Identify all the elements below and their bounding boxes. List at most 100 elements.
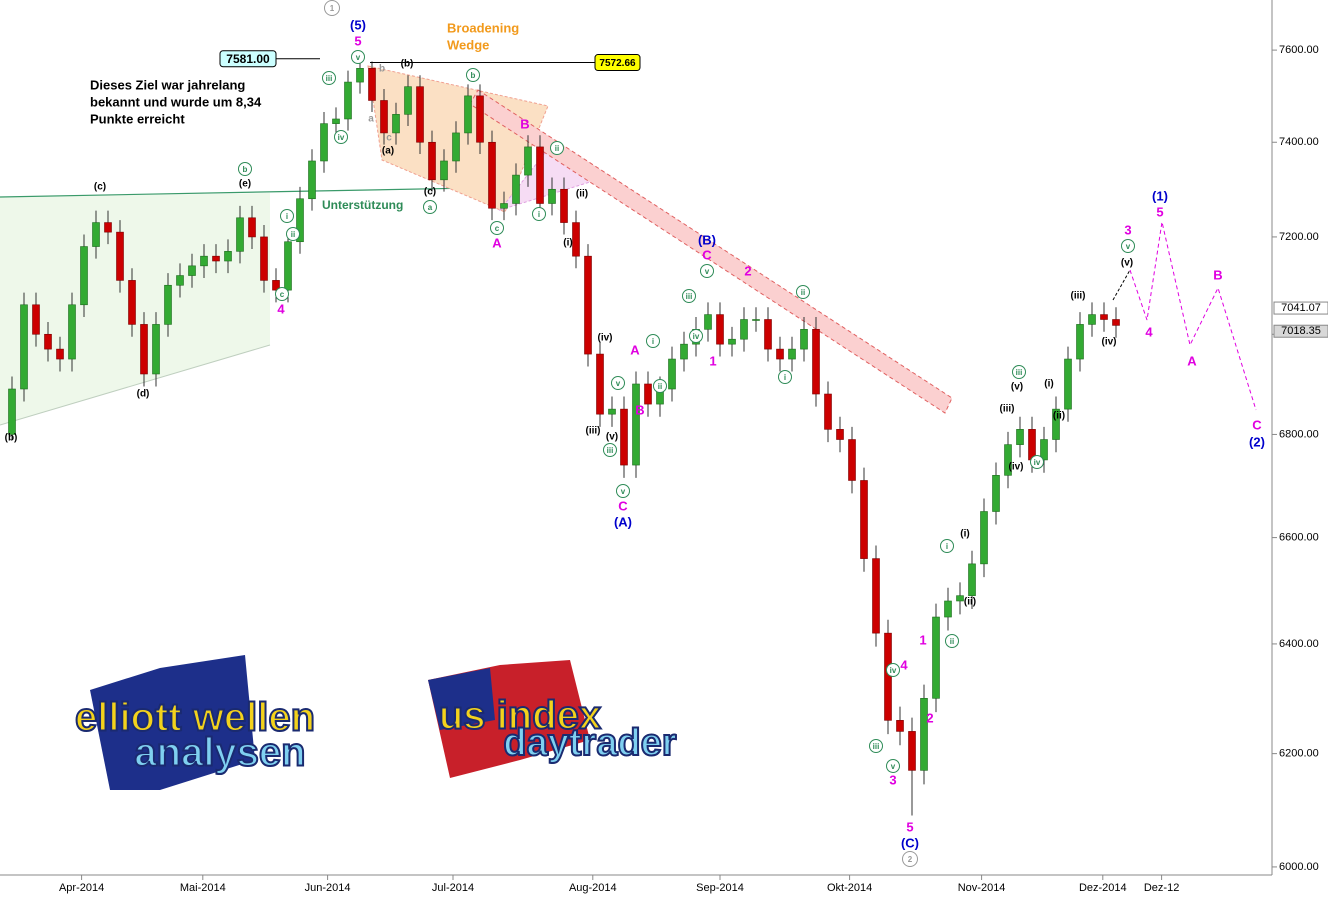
candle-body: [884, 632, 892, 721]
y-tick-label: 6400.00: [1279, 638, 1319, 650]
wave-label: A: [492, 235, 502, 250]
candle-body: [716, 314, 724, 345]
triangle-line: [0, 344, 271, 426]
wave-label: a: [368, 114, 374, 125]
wave-label: (iii): [1071, 291, 1086, 302]
wave-label: i: [286, 212, 288, 221]
candle-body: [680, 343, 688, 360]
wave-label: iii: [326, 74, 333, 83]
candle-body: [56, 348, 64, 360]
candle-body: [1112, 319, 1120, 326]
wave-circle: [324, 0, 340, 16]
wave-label: iv: [1034, 458, 1041, 467]
candle-body: [404, 86, 412, 115]
wave-label: (iii): [1000, 404, 1015, 415]
candle-body: [644, 383, 652, 405]
logo-text: us index: [439, 694, 601, 738]
wave-label: (2): [1249, 434, 1265, 449]
x-tick-label: Dez-2014: [1079, 882, 1127, 894]
wave-circle: [423, 200, 437, 214]
candle-body: [308, 160, 316, 200]
wave-circle: [902, 851, 918, 867]
wave-label: b: [243, 165, 248, 174]
wave-circle: [689, 329, 703, 343]
wave-label: (C): [901, 835, 919, 850]
wave-label: ii: [658, 382, 662, 391]
wave-label: 4: [900, 657, 908, 672]
wave-label: B: [635, 402, 644, 417]
wave-circle: [334, 130, 348, 144]
candle-body: [896, 720, 904, 732]
candle-body: [1088, 314, 1096, 325]
wave-label: 5: [354, 33, 361, 48]
price-level-label: 7572.66: [599, 58, 636, 69]
wave-circle: [1121, 239, 1135, 253]
candle-body: [812, 329, 820, 395]
y-tick-label: 6000.00: [1279, 861, 1319, 873]
wave-label: (ii): [576, 189, 588, 200]
candle-body: [968, 563, 976, 596]
wave-label: ii: [950, 637, 954, 646]
wedge-label: Wedge: [447, 37, 489, 52]
candle-body: [740, 319, 748, 340]
wave-label: 5: [906, 819, 913, 834]
candle-body: [428, 141, 436, 181]
wave-label: (iv): [1009, 462, 1024, 473]
price-level-label: 7581.00: [226, 52, 270, 66]
wave-label: 1: [709, 353, 716, 368]
note: bekannt und wurde um 8,34: [90, 94, 262, 109]
candle-body: [200, 255, 208, 267]
candle-body: [176, 275, 184, 286]
wave-label: 3: [1124, 222, 1131, 237]
candle-body: [464, 95, 472, 134]
candle-body: [104, 222, 112, 233]
wave-label: i: [652, 337, 654, 346]
wave-circle: [275, 287, 289, 301]
candle-body: [272, 280, 280, 291]
wave-label: ii: [555, 144, 559, 153]
wave-circle: [322, 71, 336, 85]
candle-body: [824, 393, 832, 430]
wave-circle: [682, 289, 696, 303]
wave-label: (ii): [964, 597, 976, 608]
wave-label: (A): [614, 514, 632, 529]
candle-body: [1100, 314, 1108, 320]
wave-label: iv: [890, 666, 897, 675]
wave-label: v: [621, 487, 626, 496]
candle-body: [236, 217, 244, 252]
logo-text: elliott wellen: [75, 696, 315, 740]
wave-label: (v): [606, 432, 618, 443]
candle-body: [140, 324, 148, 375]
candle-body: [512, 174, 520, 204]
last-price-box: [1273, 324, 1328, 338]
wave-circle: [653, 379, 667, 393]
wave-label: (i): [563, 238, 572, 249]
last-price-label: 7018.35: [1281, 325, 1321, 337]
wave-circle: [490, 221, 504, 235]
candle-body: [116, 231, 124, 281]
y-tick-label: 6200.00: [1279, 748, 1319, 760]
candle-body: [344, 81, 352, 120]
candle-body: [764, 319, 772, 350]
wave-label: (d): [137, 389, 150, 400]
last-price-label: 7041.07: [1281, 302, 1321, 314]
x-tick-label: Dez-12: [1144, 882, 1179, 894]
wave-label: v: [705, 267, 710, 276]
wave-circle: [616, 484, 630, 498]
candle-body: [836, 429, 844, 440]
wave-circle: [532, 207, 546, 221]
x-tick-label: Sep-2014: [696, 882, 744, 894]
x-tick-label: Mai-2014: [180, 882, 226, 894]
wave-label: (ii): [1053, 411, 1065, 422]
wave-label: v: [1126, 242, 1131, 251]
candle-body: [932, 616, 940, 699]
wave-label: b: [471, 71, 476, 80]
wave-label: v: [891, 762, 896, 771]
wave-label: B: [520, 116, 529, 131]
wave-label: (b): [401, 59, 414, 70]
wave-label: B: [1213, 267, 1222, 282]
wave-circle: [611, 376, 625, 390]
x-tick-label: Okt-2014: [827, 882, 872, 894]
